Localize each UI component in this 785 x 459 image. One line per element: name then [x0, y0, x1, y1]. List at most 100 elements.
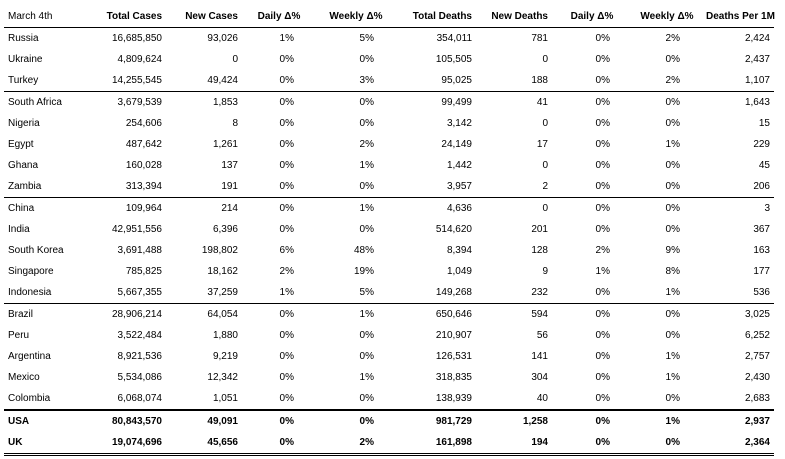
cell-weekly-change-deaths: 1%: [665, 139, 680, 150]
cell-country: Russia: [8, 33, 39, 44]
cell-weekly-change-cases: 0%: [359, 97, 374, 108]
cell-total-cases: 80,843,570: [82, 409, 166, 432]
table-row: Argentina 8,921,536 9,219 0% 0% 126,531 141 0% 1…: [4, 346, 774, 367]
cell-new-deaths: 0: [542, 54, 548, 65]
cell-daily-change-cases: 2%: [279, 266, 294, 277]
cell-weekly-change-cases: 0%: [316, 409, 396, 432]
cell-total-cases: 16,685,850: [111, 33, 162, 44]
cell-daily-change-cases: 0%: [279, 54, 294, 65]
cell-total-deaths: 650,646: [435, 309, 472, 320]
cell-weekly-change-cases: 2%: [316, 432, 396, 456]
cell-weekly-change-cases: 0%: [359, 54, 374, 65]
cell-weekly-change-cases: 5%: [359, 33, 374, 44]
table-row: Indonesia 5,667,355 37,259 1% 5% 149,268 232 0%…: [4, 282, 774, 304]
cell-total-cases: 14,255,545: [82, 70, 166, 92]
cell-new-cases: 0: [232, 54, 238, 65]
cell-new-deaths: 304: [531, 372, 548, 383]
cell-daily-change-cases: 0%: [279, 224, 294, 235]
cell-daily-change-deaths: 0%: [552, 388, 632, 411]
cell-country: Mexico: [8, 372, 40, 383]
cell-new-deaths: 0: [542, 118, 548, 129]
cell-daily-change-deaths: 0%: [595, 54, 610, 65]
cell-country: Ghana: [8, 160, 39, 171]
cell-daily-change-cases: 0%: [279, 118, 294, 129]
table-row: Ukraine 4,809,624 0 0% 0% 105,505 0 0% 0% 2,437: [4, 49, 774, 70]
cell-total-cases: 109,964: [125, 203, 162, 214]
cell-deaths-per-1m: 177: [753, 266, 770, 277]
cell-country: Singapore: [8, 266, 54, 277]
cell-weekly-change-deaths: 2%: [632, 70, 702, 92]
cell-weekly-change-cases: 0%: [359, 118, 374, 129]
cell-country: Peru: [8, 330, 30, 341]
cell-total-cases: 8,921,536: [117, 351, 163, 362]
cell-daily-change-cases: 0%: [279, 160, 294, 171]
cell-daily-change-deaths: 2%: [595, 245, 610, 256]
cell-weekly-change-deaths: 0%: [665, 309, 680, 320]
cell-deaths-per-1m: 536: [702, 282, 774, 304]
cell-daily-change-deaths: 0%: [595, 309, 610, 320]
cell-total-cases: 4,809,624: [117, 54, 163, 65]
cell-new-cases: 191: [166, 176, 242, 198]
cell-weekly-change-deaths: 0%: [665, 54, 680, 65]
cell-weekly-change-cases: 48%: [353, 245, 374, 256]
cell-country: China: [8, 203, 35, 214]
cell-daily-change-cases: 0%: [242, 70, 316, 92]
cell-weekly-change-deaths: 0%: [665, 118, 680, 129]
table-row: Brazil 28,906,214 64,054 0% 1% 650,646 594 0% 0%…: [4, 304, 774, 326]
cell-total-deaths: 149,268: [396, 282, 476, 304]
cell-new-deaths: 40: [476, 388, 552, 411]
col-daily-change-deaths: Daily Δ%: [552, 6, 632, 28]
cell-deaths-per-1m: 229: [753, 139, 770, 150]
cell-new-cases: 214: [221, 203, 238, 214]
col-new-cases: New Cases: [166, 6, 242, 28]
covid-stats-table-container: March 4th Total Cases New Cases Daily Δ%…: [4, 6, 775, 456]
cell-daily-change-deaths: 0%: [552, 176, 632, 198]
cell-new-cases: 12,342: [207, 372, 238, 383]
col-weekly-change-deaths: Weekly Δ%: [632, 6, 702, 28]
cell-country: Argentina: [8, 351, 51, 362]
cell-weekly-change-deaths: 0%: [665, 97, 680, 108]
col-total-deaths: Total Deaths: [396, 6, 476, 28]
cell-daily-change-cases: 0%: [242, 388, 316, 411]
table-row: South Korea 3,691,488 198,802 6% 48% 8,394 128…: [4, 240, 774, 261]
cell-new-cases: 9,219: [212, 351, 238, 362]
cell-new-deaths: 141: [531, 351, 548, 362]
cell-daily-change-deaths: 0%: [595, 118, 610, 129]
cell-new-cases: 1,853: [212, 97, 238, 108]
cell-daily-change-deaths: 0%: [595, 97, 610, 108]
table-row: Peru 3,522,484 1,880 0% 0% 210,907 56 0% 0% 6,252: [4, 325, 774, 346]
cell-new-deaths: 17: [536, 139, 548, 150]
cell-total-deaths: 4,636: [446, 203, 472, 214]
cell-new-cases: 8: [232, 118, 238, 129]
cell-weekly-change-deaths: 9%: [665, 245, 680, 256]
cell-weekly-change-cases: 1%: [359, 309, 374, 320]
cell-total-cases: 313,394: [82, 176, 166, 198]
col-total-cases: Total Cases: [82, 6, 166, 28]
cell-country: Ukraine: [8, 54, 43, 65]
cell-new-cases: 1,261: [212, 139, 238, 150]
table-row: Nigeria 254,606 8 0% 0% 3,142 0 0% 0% 15: [4, 113, 774, 134]
cell-total-deaths: 318,835: [435, 372, 472, 383]
cell-daily-change-cases: 0%: [279, 203, 294, 214]
cell-new-cases: 93,026: [207, 33, 238, 44]
cell-deaths-per-1m: 367: [753, 224, 770, 235]
cell-weekly-change-deaths: 1%: [632, 282, 702, 304]
cell-weekly-change-deaths: 0%: [632, 388, 702, 411]
cell-weekly-change-deaths: 1%: [665, 372, 680, 383]
cell-deaths-per-1m: 2,424: [744, 33, 770, 44]
cell-deaths-per-1m: 6,252: [744, 330, 770, 341]
cell-total-deaths: 126,531: [435, 351, 472, 362]
cell-daily-change-cases: 0%: [242, 432, 316, 456]
cell-daily-change-cases: 0%: [279, 330, 294, 341]
table-row: Russia 16,685,850 93,026 1% 5% 354,011 781 0% 2%…: [4, 28, 774, 50]
cell-daily-change-deaths: 0%: [595, 203, 610, 214]
cell-total-deaths: 138,939: [396, 388, 476, 411]
cell-total-deaths: 95,025: [396, 70, 476, 92]
cell-weekly-change-deaths: 1%: [665, 351, 680, 362]
cell-daily-change-cases: 0%: [242, 409, 316, 432]
cell-new-deaths: 232: [476, 282, 552, 304]
cell-deaths-per-1m: 163: [753, 245, 770, 256]
cell-total-deaths: 981,729: [396, 409, 476, 432]
cell-new-deaths: 0: [542, 203, 548, 214]
date-label: March 4th: [4, 6, 82, 28]
